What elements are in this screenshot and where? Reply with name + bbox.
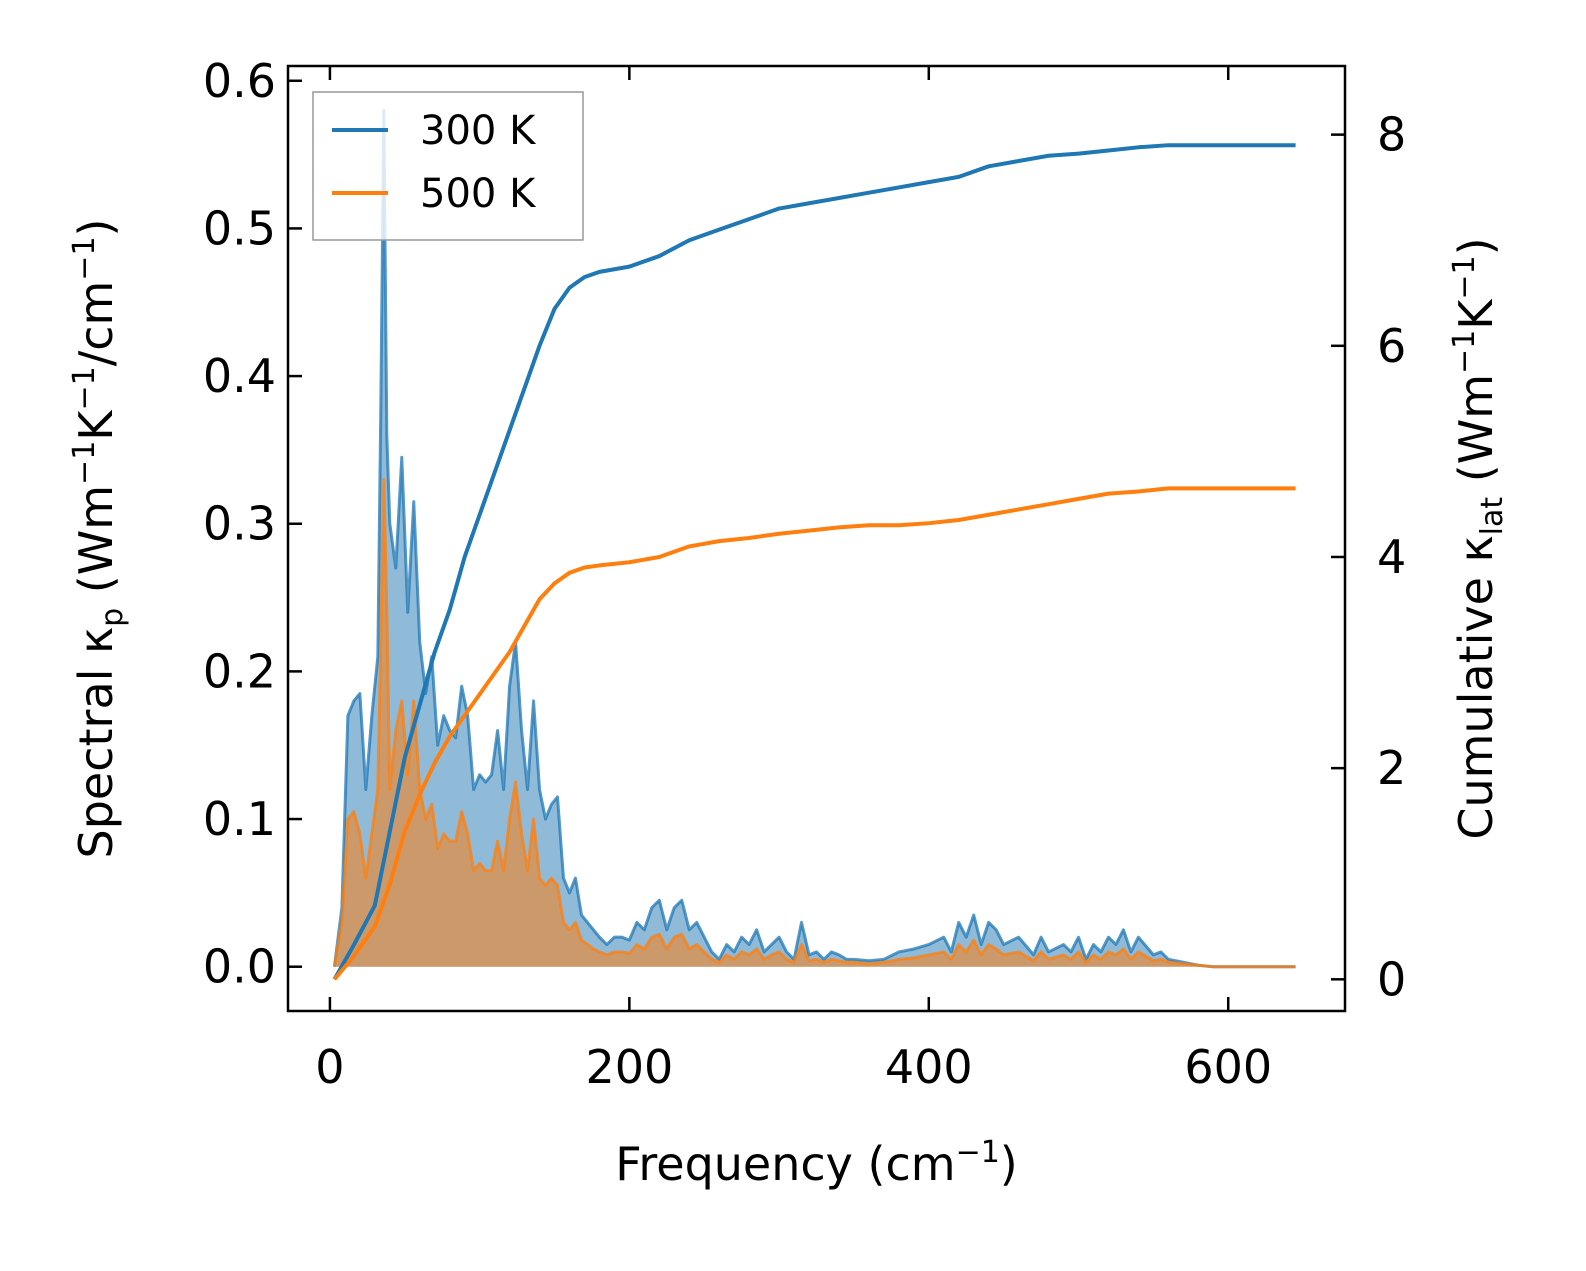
y-right-tick-label: 2 <box>1377 741 1406 795</box>
y-left-title-sup: −1 <box>67 236 102 280</box>
x-axis-title: Frequency (cm−1) <box>615 1135 1018 1191</box>
y-right-title-part: (Wm <box>1449 374 1503 497</box>
y-left-title-part: (Wm <box>69 485 123 608</box>
y-left-tick-label: 0.1 <box>203 792 276 846</box>
y-left-tick-label: 0.6 <box>203 54 276 108</box>
axes-frame <box>286 64 1347 1013</box>
y-left-title-part: Spectral κ <box>69 627 123 859</box>
x-axis-title-main: Frequency (cm <box>615 1137 955 1191</box>
y-right-title-part: Cumulative κ <box>1449 535 1503 839</box>
y-left-axis-title: Spectral κp (Wm−1K−1/cm−1) <box>67 219 130 859</box>
spectral-area-500k <box>334 479 1296 967</box>
ticks: 0 200 400 600 0.0 0.1 0.2 0.3 0.4 0.5 0.6 0 2 4 6 8 <box>203 54 1406 1094</box>
y-left-title-part: ) <box>69 219 123 237</box>
legend-box <box>312 91 584 241</box>
x-tick-label: 600 <box>1184 1040 1272 1094</box>
y-left-title-sub: p <box>95 608 130 627</box>
y-right-tick-label: 0 <box>1377 952 1406 1006</box>
x-tick-label: 0 <box>315 1040 344 1094</box>
y-right-title-sup: −1 <box>1447 255 1482 299</box>
legend: 300 K 500 K <box>312 91 584 241</box>
spectral-line-500k <box>332 477 1296 969</box>
plot-area <box>332 108 1296 981</box>
x-tick-label: 400 <box>885 1040 973 1094</box>
y-right-title-sub: lat <box>1475 497 1510 536</box>
y-left-tick-label: 0.3 <box>203 497 276 551</box>
y-right-tick-label: 6 <box>1377 319 1406 373</box>
x-axis-title-close: ) <box>1000 1137 1018 1191</box>
legend-label-500k: 500 K <box>420 171 537 217</box>
cumulative-line-500k <box>332 486 1296 981</box>
y-right-title-part: K <box>1449 298 1503 330</box>
y-right-title-sup: −1 <box>1447 330 1482 374</box>
spectral-line-300k <box>332 108 1296 969</box>
y-left-title-sup: −1 <box>67 366 102 410</box>
y-left-title-sup: −1 <box>67 441 102 485</box>
y-left-tick-label: 0.2 <box>203 644 276 698</box>
y-right-tick-label: 8 <box>1377 108 1406 162</box>
y-right-tick-label: 4 <box>1377 530 1406 584</box>
legend-label-300k: 300 K <box>420 108 537 154</box>
y-left-tick-label: 0.0 <box>203 940 276 994</box>
y-left-tick-label: 0.5 <box>203 201 276 255</box>
cumulative-line-300k <box>332 143 1296 981</box>
y-right-axis-title: Cumulative κlat (Wm−1K−1) <box>1447 237 1510 839</box>
y-left-title-part: K <box>69 409 123 441</box>
y-left-title-part: /cm <box>69 281 123 367</box>
y-right-title-part: ) <box>1449 237 1503 255</box>
y-left-tick-label: 0.4 <box>203 349 276 403</box>
x-tick-label: 200 <box>585 1040 673 1094</box>
x-axis-title-sup: −1 <box>956 1135 1000 1170</box>
